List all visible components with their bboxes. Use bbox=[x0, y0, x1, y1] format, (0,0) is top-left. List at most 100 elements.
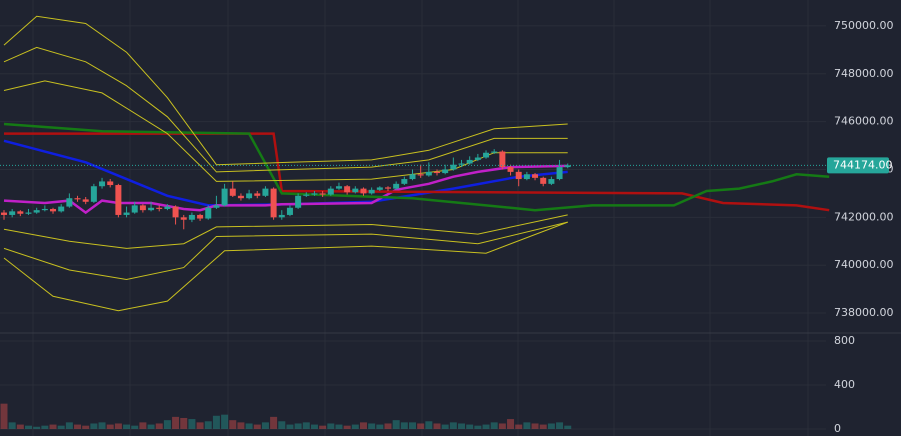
candle-body bbox=[246, 193, 253, 199]
candle-body bbox=[327, 188, 334, 195]
candle-body bbox=[139, 205, 146, 211]
volume-bar bbox=[245, 423, 253, 429]
candle-body bbox=[148, 207, 155, 211]
candle-body bbox=[50, 208, 57, 212]
candle-body bbox=[507, 167, 514, 172]
candle-body bbox=[499, 151, 506, 168]
candle-body bbox=[319, 193, 326, 195]
volume-bar bbox=[474, 425, 482, 429]
volume-bar bbox=[65, 422, 73, 429]
candle-body bbox=[82, 199, 89, 202]
volume-bar bbox=[180, 417, 188, 429]
volume-bar bbox=[188, 419, 196, 429]
candle-body bbox=[401, 179, 408, 184]
candle-body bbox=[58, 206, 65, 212]
candle-body bbox=[1, 212, 7, 215]
candle-body bbox=[491, 151, 498, 153]
indicator-line bbox=[4, 132, 830, 212]
volume-bar bbox=[16, 424, 24, 429]
volume-bar bbox=[270, 416, 278, 429]
candle-body bbox=[564, 165, 571, 168]
candle-body bbox=[442, 169, 449, 174]
candle-body bbox=[229, 188, 236, 196]
volume-bar bbox=[351, 424, 359, 429]
candle-body bbox=[409, 174, 416, 180]
candle-body bbox=[474, 157, 481, 160]
volume-tick-label: 0 bbox=[834, 422, 841, 435]
volume-bar bbox=[482, 424, 490, 429]
volume-tick-label: 800 bbox=[834, 334, 855, 347]
volume-bar bbox=[212, 415, 220, 429]
volume-bar bbox=[98, 422, 106, 429]
volume-bar bbox=[384, 423, 392, 429]
y-tick-label: 740000.00 bbox=[834, 258, 894, 271]
volume-bar bbox=[392, 420, 400, 429]
candle-body bbox=[33, 210, 40, 213]
volume-bar bbox=[310, 424, 318, 429]
indicator-line bbox=[3, 122, 830, 212]
volume-bar bbox=[302, 422, 310, 429]
candle-body bbox=[180, 217, 187, 220]
volume-bar bbox=[564, 425, 572, 429]
candle-body bbox=[352, 188, 359, 193]
candle-body bbox=[115, 185, 122, 215]
indicator-line bbox=[3, 15, 568, 166]
y-tick-label: 738000.00 bbox=[834, 306, 894, 319]
candle-body bbox=[107, 181, 114, 186]
volume-bar bbox=[490, 422, 498, 429]
candle-body bbox=[376, 187, 383, 190]
candle-body bbox=[523, 174, 530, 180]
volume-bar bbox=[441, 424, 449, 429]
candle-body bbox=[417, 174, 424, 176]
candle-body bbox=[262, 188, 269, 196]
candle-body bbox=[540, 177, 547, 184]
volume-bar bbox=[507, 419, 515, 429]
candle-body bbox=[123, 212, 130, 215]
candle-body bbox=[205, 207, 212, 219]
volume-bar bbox=[498, 423, 506, 429]
candle-body bbox=[131, 205, 138, 213]
volume-bar bbox=[237, 422, 245, 429]
candle-body bbox=[384, 187, 391, 189]
volume-bar bbox=[343, 425, 351, 429]
candle-body bbox=[90, 186, 97, 202]
volume-tick-label: 400 bbox=[834, 378, 855, 391]
volume-bar bbox=[409, 422, 416, 429]
volume-bar bbox=[221, 414, 229, 429]
indicator-line bbox=[3, 214, 568, 249]
volume-bar bbox=[417, 423, 425, 429]
volume-bar bbox=[114, 423, 122, 429]
volume-bar bbox=[294, 423, 302, 429]
candle-body bbox=[515, 171, 522, 180]
candle-body bbox=[434, 171, 441, 174]
candle-body bbox=[548, 179, 555, 184]
volume-bar bbox=[368, 423, 376, 429]
candle-body bbox=[221, 188, 228, 206]
volume-bar bbox=[466, 424, 474, 429]
volume-bar bbox=[539, 424, 547, 429]
y-tick-label: 750000.00 bbox=[834, 19, 894, 32]
y-tick-label: 746000.00 bbox=[834, 115, 894, 128]
volume-bar bbox=[547, 423, 555, 429]
volume-bar bbox=[196, 422, 204, 429]
vertical-grid bbox=[32, 0, 809, 436]
candle-body bbox=[286, 207, 293, 215]
volume-bar bbox=[139, 422, 147, 429]
volume-bar bbox=[90, 423, 98, 429]
candle-body bbox=[425, 171, 432, 176]
candle-body bbox=[41, 208, 48, 211]
volume-bar bbox=[278, 421, 286, 429]
volume-bar bbox=[261, 422, 269, 429]
candle-body bbox=[197, 214, 204, 219]
volume-bar bbox=[41, 425, 49, 429]
candle-body bbox=[172, 206, 179, 218]
volume-bar bbox=[25, 425, 33, 429]
last-price-label: 744174.00 bbox=[833, 158, 893, 171]
candle-body bbox=[237, 195, 244, 199]
candle-body bbox=[303, 194, 310, 196]
candle-body bbox=[156, 207, 163, 209]
volume-bar bbox=[359, 422, 367, 429]
candle-body bbox=[360, 188, 367, 194]
